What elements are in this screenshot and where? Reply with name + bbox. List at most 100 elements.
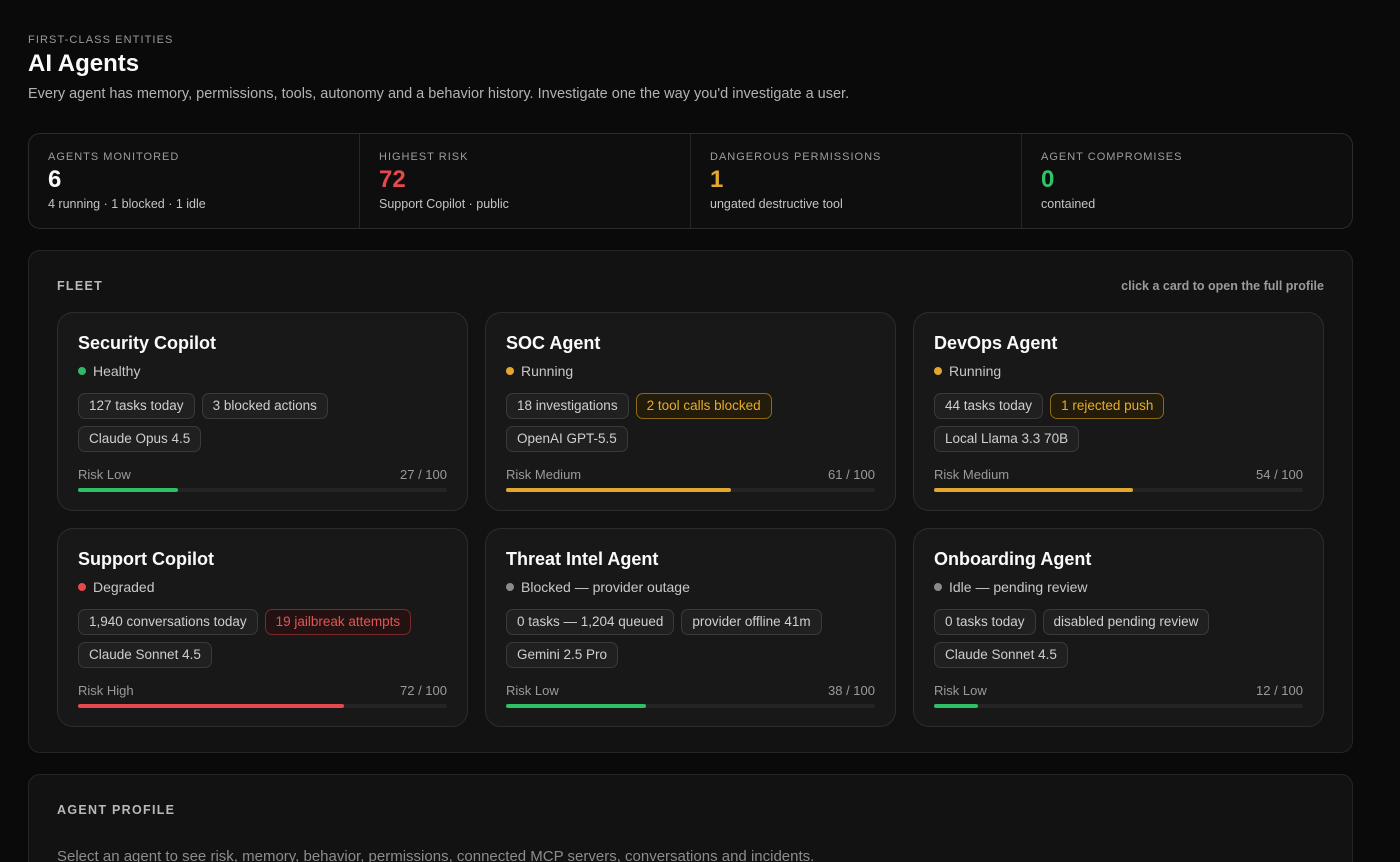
agent-name: Onboarding Agent (934, 549, 1092, 569)
agent-chip: Claude Sonnet 4.5 (934, 642, 1068, 668)
risk-bar (934, 704, 1303, 708)
agent-card[interactable]: Threat Intel Agent Blocked — provider ou… (485, 528, 896, 727)
risk-score: 61 / 100 (828, 467, 875, 482)
risk-score: 54 / 100 (1256, 467, 1303, 482)
agent-chip: 1 rejected push (1050, 393, 1165, 419)
stat-value: 1 (710, 166, 724, 193)
risk-row: Risk High 72 / 100 (78, 683, 447, 698)
agent-card[interactable]: Support Copilot Degraded 1,940 conversat… (57, 528, 468, 727)
fleet-label: FLEET (57, 279, 104, 293)
page-eyebrow: FIRST-CLASS ENTITIES (28, 34, 174, 46)
risk-bar-fill (506, 704, 647, 708)
risk-bar-fill (78, 704, 344, 708)
risk-row: Risk Medium 61 / 100 (506, 467, 875, 482)
stat-highest-risk: HIGHEST RISK 72 Support Copilot · public (360, 134, 691, 228)
agent-chip: 2 tool calls blocked (635, 393, 772, 419)
agent-chip: disabled pending review (1042, 609, 1210, 635)
stat-agents-monitored: AGENTS MONITORED 6 4 running · 1 blocked… (29, 134, 360, 228)
risk-bar (934, 488, 1303, 492)
agent-chip: Gemini 2.5 Pro (506, 642, 619, 668)
agent-name: Security Copilot (78, 333, 217, 353)
fleet-hint: click a card to open the full profile (1121, 279, 1324, 293)
risk-label: Risk Low (506, 683, 559, 698)
agent-chips: 1,940 conversations today 19 jailbreak at… (78, 609, 458, 668)
stat-sub: ungated destructive tool (710, 197, 843, 211)
profile-hint: Select an agent to see risk, memory, beh… (57, 848, 815, 862)
agent-chips: 18 investigations 2 tool calls blocked Ope… (506, 393, 886, 452)
agent-chip: 1,940 conversations today (78, 609, 258, 635)
risk-row: Risk Low 38 / 100 (506, 683, 875, 698)
status-dot-icon (506, 367, 514, 375)
agent-status: Running (506, 363, 573, 379)
agent-card[interactable]: SOC Agent Running 18 investigations 2 too… (485, 312, 896, 511)
risk-row: Risk Medium 54 / 100 (934, 467, 1303, 482)
agent-chip: 0 tasks — 1,204 queued (506, 609, 675, 635)
agent-chip: 44 tasks today (934, 393, 1044, 419)
agent-name: DevOps Agent (934, 333, 1058, 353)
risk-label: Risk High (78, 683, 134, 698)
agent-chip: Local Llama 3.3 70B (934, 426, 1080, 452)
risk-bar (78, 488, 447, 492)
stat-agent-compromises: AGENT COMPROMISES 0 contained (1022, 134, 1352, 228)
agent-status: Degraded (78, 579, 155, 595)
status-dot-icon (78, 583, 86, 591)
agent-chips: 44 tasks today 1 rejected push Local Llama… (934, 393, 1314, 452)
stat-label: HIGHEST RISK (379, 151, 469, 163)
risk-label: Risk Medium (934, 467, 1010, 482)
agent-status-text: Degraded (93, 579, 155, 595)
agent-status: Healthy (78, 363, 140, 379)
status-dot-icon (78, 367, 86, 375)
status-dot-icon (506, 583, 514, 591)
stat-sub: 4 running · 1 blocked · 1 idle (48, 197, 206, 211)
stat-value: 72 (379, 166, 406, 193)
agent-profile-panel: AGENT PROFILE Select an agent to see ris… (28, 774, 1353, 862)
stat-label: AGENTS MONITORED (48, 151, 180, 163)
stat-sub: contained (1041, 197, 1096, 211)
risk-bar-fill (934, 704, 979, 708)
status-dot-icon (934, 583, 942, 591)
agent-name: Threat Intel Agent (506, 549, 659, 569)
agent-status-text: Running (521, 363, 574, 379)
stat-value: 6 (48, 166, 62, 193)
status-dot-icon (934, 367, 942, 375)
agent-chip: 127 tasks today (78, 393, 195, 419)
agent-chip: 18 investigations (506, 393, 629, 419)
stats-bar: AGENTS MONITORED 6 4 running · 1 blocked… (28, 133, 1353, 229)
agent-chip: Claude Sonnet 4.5 (78, 642, 212, 668)
agent-chips: 0 tasks — 1,204 queued provider offline 4… (506, 609, 886, 668)
agent-chips: 0 tasks today disabled pending review Clau… (934, 609, 1314, 668)
risk-score: 12 / 100 (1256, 683, 1303, 698)
stat-label: AGENT COMPROMISES (1041, 151, 1183, 163)
risk-bar (506, 488, 875, 492)
page-subtitle: Every agent has memory, permissions, too… (28, 86, 850, 102)
risk-label: Risk Low (934, 683, 987, 698)
agent-card[interactable]: Onboarding Agent Idle — pending review 0… (913, 528, 1324, 727)
agent-chip: Claude Opus 4.5 (78, 426, 202, 452)
agent-status: Blocked — provider outage (506, 579, 690, 595)
profile-label: AGENT PROFILE (57, 803, 176, 817)
agent-card[interactable]: Security Copilot Healthy 127 tasks today… (57, 312, 468, 511)
stat-sub: Support Copilot · public (379, 197, 509, 211)
agent-status: Running (934, 363, 1001, 379)
agent-chip: OpenAI GPT-5.5 (506, 426, 628, 452)
risk-row: Risk Low 12 / 100 (934, 683, 1303, 698)
agent-chip: provider offline 41m (681, 609, 822, 635)
stat-label: DANGEROUS PERMISSIONS (710, 151, 882, 163)
risk-row: Risk Low 27 / 100 (78, 467, 447, 482)
page-title: AI Agents (28, 50, 140, 77)
agent-status-text: Blocked — provider outage (521, 579, 690, 595)
agent-status-text: Idle — pending review (949, 579, 1088, 595)
risk-label: Risk Low (78, 467, 131, 482)
stat-dangerous-permissions: DANGEROUS PERMISSIONS 1 ungated destruct… (691, 134, 1022, 228)
agent-chip: 0 tasks today (934, 609, 1036, 635)
risk-score: 38 / 100 (828, 683, 875, 698)
agent-card[interactable]: DevOps Agent Running 44 tasks today 1 rej… (913, 312, 1324, 511)
risk-score: 72 / 100 (400, 683, 447, 698)
risk-label: Risk Medium (506, 467, 582, 482)
risk-bar-fill (78, 488, 178, 492)
risk-bar-fill (934, 488, 1134, 492)
fleet-panel: FLEET click a card to open the full prof… (28, 250, 1353, 753)
agent-chips: 127 tasks today 3 blocked actions Claude O… (78, 393, 458, 452)
risk-bar-fill (506, 488, 732, 492)
agent-status-text: Running (949, 363, 1002, 379)
